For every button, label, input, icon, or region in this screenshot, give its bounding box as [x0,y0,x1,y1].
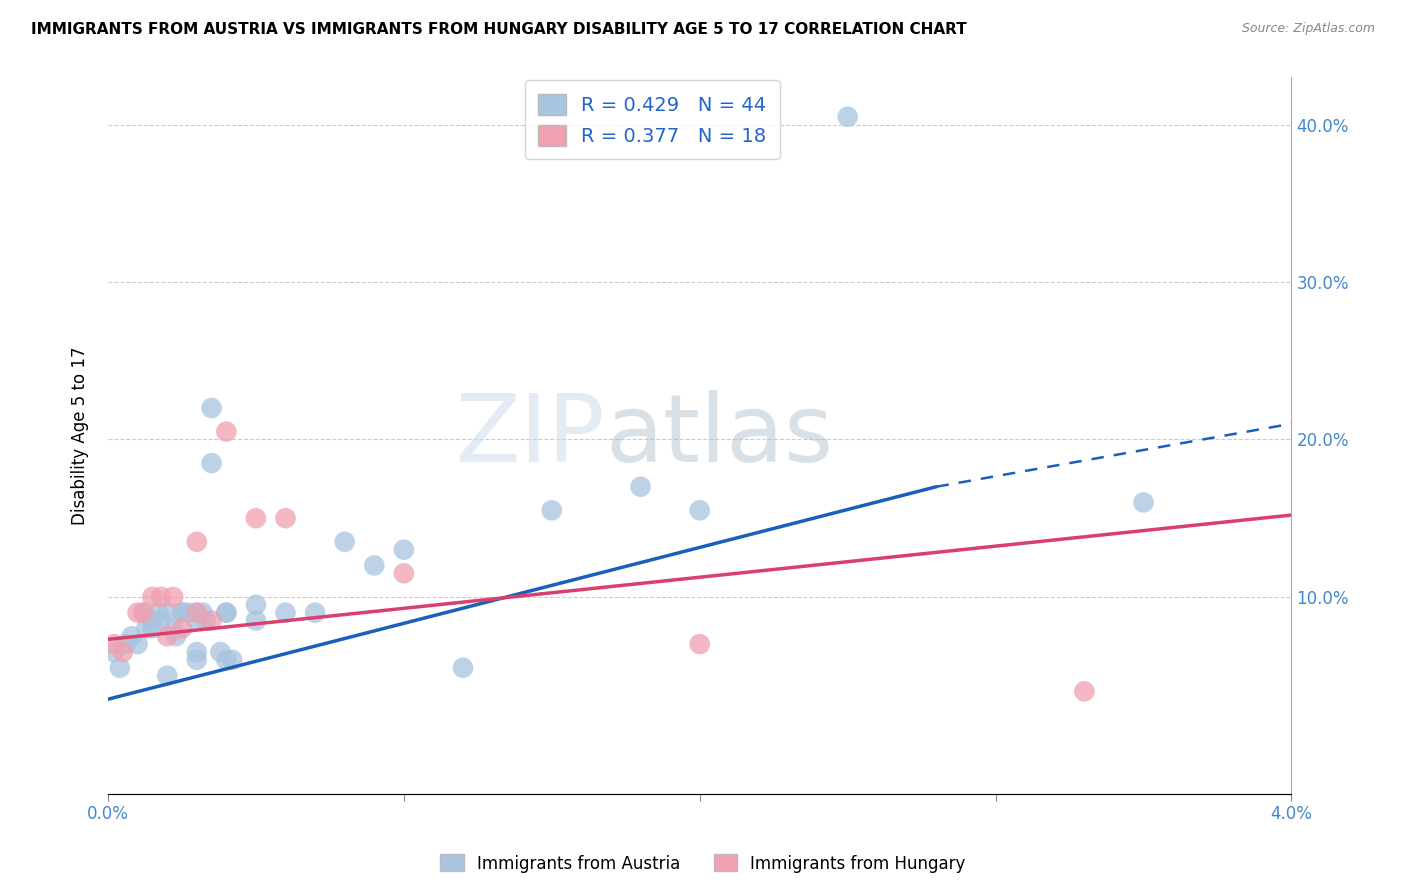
Point [156,668,179,682]
Legend: Immigrants from Austria, Immigrants from Hungary: Immigrants from Austria, Immigrants from… [433,847,973,880]
Point [177,606,200,620]
Point [689,503,711,517]
Point [274,511,297,525]
Point [186,534,208,549]
Point [165,629,187,643]
Point [209,645,232,659]
Point [135,621,157,635]
Point [156,629,179,643]
Point [245,614,267,628]
Point [215,425,238,439]
Point [194,614,217,628]
Point [186,606,208,620]
Point [141,621,163,635]
Point [103,637,125,651]
Point [200,456,222,470]
Point [162,621,184,635]
Point [103,645,125,659]
Point [162,590,184,604]
Point [1132,495,1154,509]
Point [540,503,562,517]
Point [170,606,193,620]
Point [132,606,155,620]
Point [170,606,193,620]
Text: Source: ZipAtlas.com: Source: ZipAtlas.com [1241,22,1375,36]
Point [121,629,143,643]
Point [186,645,208,659]
Point [215,653,238,667]
Y-axis label: Disability Age 5 to 17: Disability Age 5 to 17 [72,346,89,524]
Point [127,637,149,651]
Point [245,598,267,612]
Point [141,614,163,628]
Point [245,511,267,525]
Point [186,606,208,620]
Point [114,637,136,651]
Point [215,606,238,620]
Point [689,637,711,651]
Point [837,110,859,124]
Point [186,614,208,628]
Point [132,606,155,620]
Point [156,606,179,620]
Point [148,606,170,620]
Text: atlas: atlas [605,390,834,482]
Point [221,653,243,667]
Point [363,558,385,573]
Point [170,621,193,635]
Text: IMMIGRANTS FROM AUSTRIA VS IMMIGRANTS FROM HUNGARY DISABILITY AGE 5 TO 17 CORREL: IMMIGRANTS FROM AUSTRIA VS IMMIGRANTS FR… [31,22,967,37]
Point [274,606,297,620]
Point [392,542,415,557]
Legend: R = 0.429   N = 44, R = 0.377   N = 18: R = 0.429 N = 44, R = 0.377 N = 18 [524,80,780,160]
Point [215,606,238,620]
Point [191,606,214,620]
Point [451,661,474,675]
Point [200,401,222,415]
Point [1073,684,1095,698]
Point [200,614,222,628]
Point [392,566,415,581]
Point [108,661,131,675]
Point [186,653,208,667]
Point [150,614,173,628]
Text: ZIP: ZIP [456,390,605,482]
Point [111,645,134,659]
Point [304,606,326,620]
Point [127,606,149,620]
Point [150,590,173,604]
Point [630,480,652,494]
Point [333,534,356,549]
Point [141,590,163,604]
